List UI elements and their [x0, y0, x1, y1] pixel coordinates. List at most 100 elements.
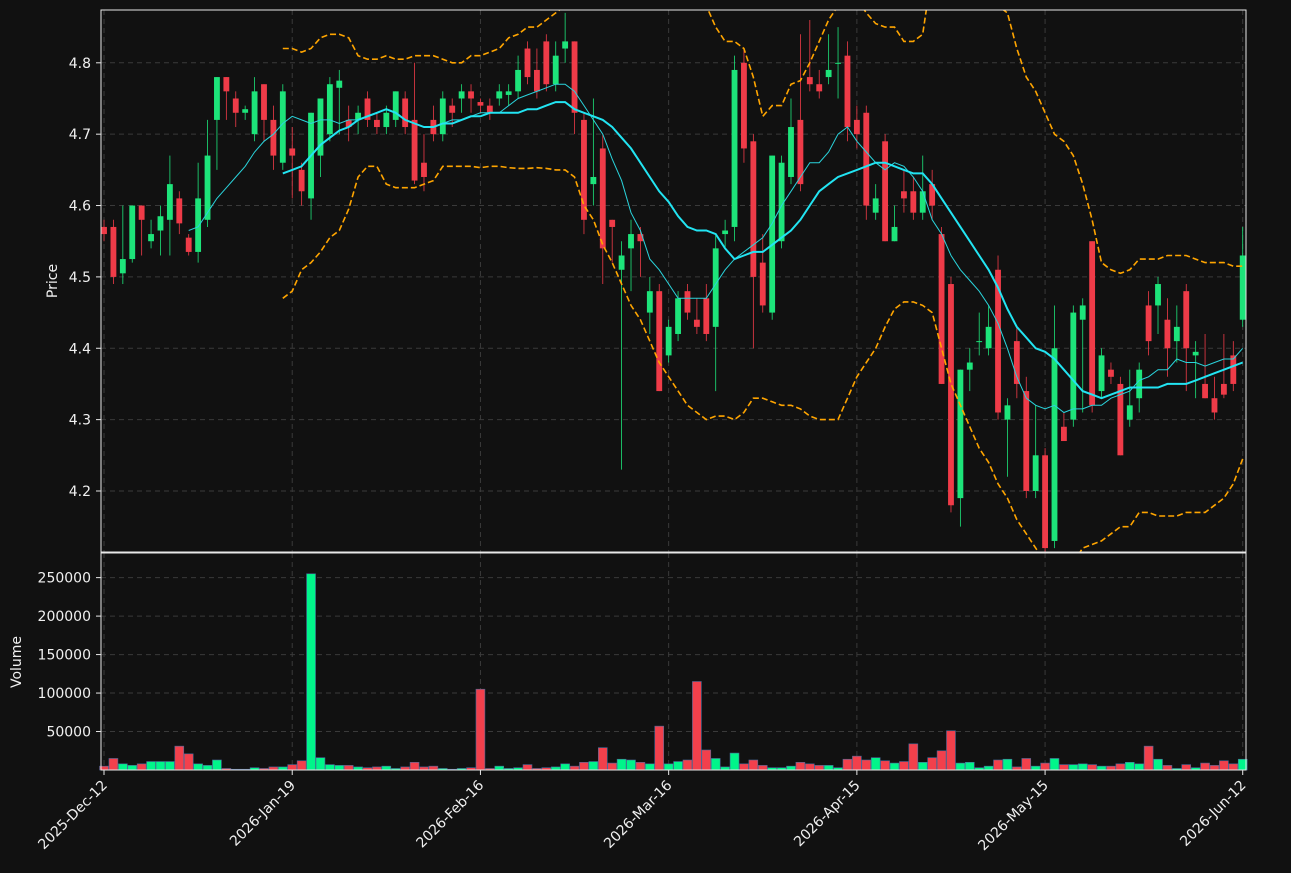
volume-bar	[183, 753, 194, 771]
candle-body	[1136, 369, 1143, 399]
volume-bar	[654, 725, 665, 771]
candle-body	[336, 80, 343, 88]
candle-body	[957, 369, 964, 499]
candle-body	[1126, 405, 1133, 420]
candle-body	[223, 77, 230, 92]
candle-body	[289, 148, 296, 156]
volume-bar	[757, 765, 768, 771]
candle-body	[392, 91, 399, 120]
volume-bar	[955, 762, 966, 771]
y-tick-label: 4.6	[69, 199, 91, 215]
volume-bar	[334, 765, 345, 771]
volume-bar	[174, 745, 185, 771]
volume-bar	[682, 759, 693, 771]
candle-body	[1023, 391, 1030, 491]
candle-body	[439, 98, 446, 135]
candle-body	[929, 184, 936, 206]
candle-body	[119, 259, 126, 274]
volume-bar	[1209, 765, 1220, 771]
candle-body	[374, 119, 380, 128]
volume-bar	[296, 760, 307, 771]
candle-body	[298, 169, 305, 192]
candle-body	[891, 226, 898, 242]
candle-body	[628, 234, 634, 249]
candle-body	[1060, 426, 1067, 442]
candle-body	[421, 162, 427, 177]
volume-bar	[1096, 765, 1107, 771]
volume-bar	[861, 759, 872, 771]
volume-bar	[607, 762, 617, 771]
candle-body	[402, 98, 409, 128]
candle-body	[1117, 383, 1124, 456]
volume-bar	[494, 765, 505, 771]
volume-frame	[100, 552, 1247, 771]
candle-body	[675, 298, 681, 334]
price-frame	[100, 9, 1247, 553]
candle-body	[637, 234, 644, 242]
volume-bar	[118, 763, 128, 771]
indicator-line	[282, 165, 1244, 552]
candle-body	[581, 119, 587, 220]
volume-bar	[870, 757, 881, 771]
volume-bar	[325, 764, 335, 771]
candle-body	[496, 91, 503, 99]
candle-body	[148, 234, 154, 242]
candle-body	[317, 98, 324, 156]
candle-body	[562, 41, 569, 49]
candle-body	[345, 119, 352, 128]
volume-bar	[889, 762, 900, 771]
volume-bar	[993, 759, 1003, 771]
candle-body	[214, 77, 220, 120]
volume-bar	[1134, 763, 1144, 771]
volume-bar	[155, 761, 166, 771]
candle-body	[364, 98, 371, 120]
volume-bar	[626, 759, 636, 771]
candle-body	[656, 291, 663, 392]
candle-body	[468, 91, 474, 99]
candle-body	[835, 62, 841, 64]
candle-body	[703, 298, 710, 334]
volume-bar	[193, 763, 203, 771]
volume-bar	[522, 764, 533, 771]
volume-bar	[1200, 762, 1210, 771]
candle-body	[731, 69, 738, 227]
candle-body	[1013, 341, 1020, 384]
candle-body	[825, 69, 832, 78]
volume-bar	[1162, 765, 1173, 771]
candle-body	[769, 155, 776, 313]
volume-bar	[927, 757, 937, 771]
candle-body	[797, 119, 804, 185]
volume-bar	[729, 752, 740, 771]
candle-body	[326, 84, 333, 135]
candle-body	[1192, 351, 1199, 356]
volume-bar	[1059, 764, 1069, 771]
candle-body	[985, 326, 992, 349]
volume-tick-label: 150000	[38, 648, 91, 664]
volume-bar	[428, 765, 439, 771]
volume-bar	[1087, 764, 1097, 771]
candle-body	[1032, 455, 1039, 491]
candle-body	[816, 84, 823, 92]
volume-bar	[212, 759, 222, 771]
indicator-line	[282, 10, 1243, 275]
candle-body	[1211, 398, 1218, 413]
volume-bar	[560, 763, 570, 771]
candle-body	[185, 237, 192, 252]
candle-body	[759, 262, 766, 306]
candle-body	[788, 127, 794, 177]
volume-bar	[146, 761, 156, 771]
volume-bar	[381, 765, 392, 771]
candle-body	[1164, 319, 1171, 349]
candle-body	[1098, 355, 1105, 392]
y-tick-label: 4.4	[69, 341, 91, 357]
candle-body	[1108, 369, 1114, 377]
candle-body	[270, 119, 277, 156]
volume-bar	[202, 765, 213, 771]
volume-bar	[1181, 764, 1192, 771]
volume-bar	[946, 730, 956, 771]
volume-bar	[645, 763, 655, 771]
candle-body	[750, 141, 757, 277]
volume-bar	[899, 761, 909, 771]
volume-bar	[1115, 763, 1126, 771]
